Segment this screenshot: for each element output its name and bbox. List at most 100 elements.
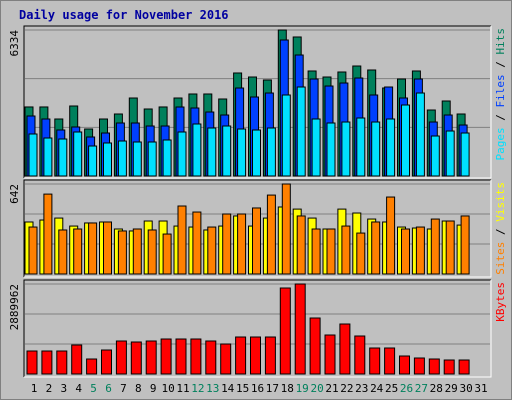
x-tick-label: 4 [75,382,82,395]
panel-border [23,279,491,377]
bar [101,349,112,375]
x-tick-label: 21 [325,382,338,395]
panel-border [24,180,492,278]
bar [162,233,172,275]
bar [371,121,381,177]
bar [266,194,276,275]
bar [415,92,425,177]
bar [311,228,321,275]
y-tick-label: 2889962 [8,284,21,330]
bar [103,142,112,177]
x-tick-label: 27 [415,382,428,395]
bar [177,131,187,177]
x-tick-label: 12 [191,382,204,395]
legend-separator [494,222,507,229]
x-tick-label: 6 [105,382,112,395]
bar [386,118,396,177]
bar [384,347,396,375]
bar [43,193,53,275]
legend: KBytes [494,282,507,322]
bar [445,130,455,177]
legend-entry: KBytes [494,282,507,322]
bar [428,358,440,375]
bar [175,338,187,375]
legend-separator [494,68,507,75]
x-tick-label: 13 [206,382,219,395]
bar [41,350,53,375]
bar [341,225,351,275]
bar [160,338,172,375]
bar [401,104,410,177]
x-tick-label: 5 [90,382,97,395]
bar [145,340,157,375]
bar [324,334,336,375]
bar [220,343,232,375]
bar [401,228,410,275]
bar [460,132,470,177]
bar [354,335,366,375]
bar [413,357,425,375]
bar [341,121,351,177]
bar [430,218,440,275]
bar [460,215,470,275]
legend-separator: / [494,114,507,121]
chart-title: Daily usage for November 2016 [19,8,229,22]
x-tick-label: 19 [296,382,309,395]
bar [103,221,112,275]
x-tick-label: 15 [236,382,249,395]
bar [132,228,142,275]
bar [207,226,217,275]
x-tick-label: 14 [221,382,235,395]
x-tick-label: 26 [400,382,413,395]
legend-entry: Files [494,74,507,107]
bar [117,230,127,275]
x-tick-label: 23 [355,382,368,395]
panel-border [23,179,491,277]
bar [430,135,440,177]
x-tick-label: 11 [176,382,189,395]
legend: Pages / Files / Hits [494,28,507,161]
y-tick-label: 642 [8,184,21,204]
panel-border [23,25,491,178]
bar [235,336,247,375]
bar [192,211,202,275]
bar [309,317,321,375]
x-tick-label: 10 [161,382,174,395]
x-tick-label: 30 [459,382,472,395]
x-tick-label: 16 [251,382,264,395]
bar [130,341,142,375]
bar [279,287,291,375]
bar [252,129,261,177]
legend-entry: Pages [494,127,507,160]
bar [399,355,410,375]
x-tick-label: 17 [266,382,279,395]
bar [147,229,157,275]
x-tick-label: 18 [281,382,294,395]
bar [58,229,68,275]
bar [264,336,276,375]
bar [86,358,98,375]
x-tick-label: 29 [445,382,458,395]
bar [73,131,83,177]
bar [296,215,306,275]
x-tick-label: 7 [120,382,127,395]
bar [339,323,351,375]
legend-separator: / [494,228,507,235]
bar [192,123,202,177]
bar [73,228,83,275]
bar [177,205,187,275]
legend: Sites / Visits [494,182,507,275]
x-tick-label: 25 [385,382,398,395]
bar [415,226,425,275]
bar [445,220,455,275]
bar [369,347,381,375]
bar [458,359,470,375]
panel-border [24,26,492,179]
bar [205,340,217,375]
bar [326,122,336,177]
x-tick-label: 22 [340,382,353,395]
x-tick-label: 24 [370,382,384,395]
bar [58,138,68,177]
bar [117,140,127,177]
